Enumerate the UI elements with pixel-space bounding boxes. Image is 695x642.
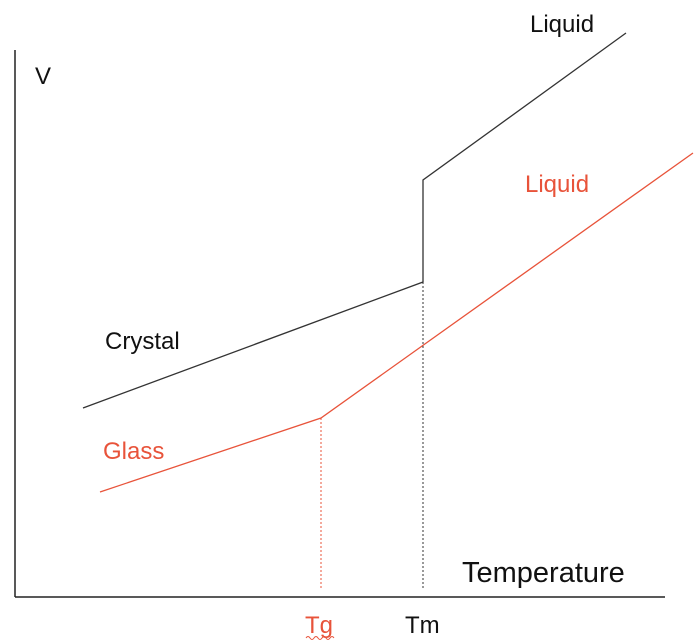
tm-label: Tm <box>405 612 440 639</box>
spell-underline <box>305 636 335 640</box>
glass-label: Glass <box>103 438 164 465</box>
tg-label: Tg <box>305 612 333 639</box>
liquid-label: Liquid <box>530 11 594 38</box>
x-axis-label: Temperature <box>462 557 625 589</box>
liquid-label: Liquid <box>525 171 589 198</box>
y-axis-label: V <box>35 63 51 90</box>
glass-liquid-curve <box>99 152 694 493</box>
crystal-liquid-curve <box>82 32 627 409</box>
crystal-label: Crystal <box>105 328 180 355</box>
